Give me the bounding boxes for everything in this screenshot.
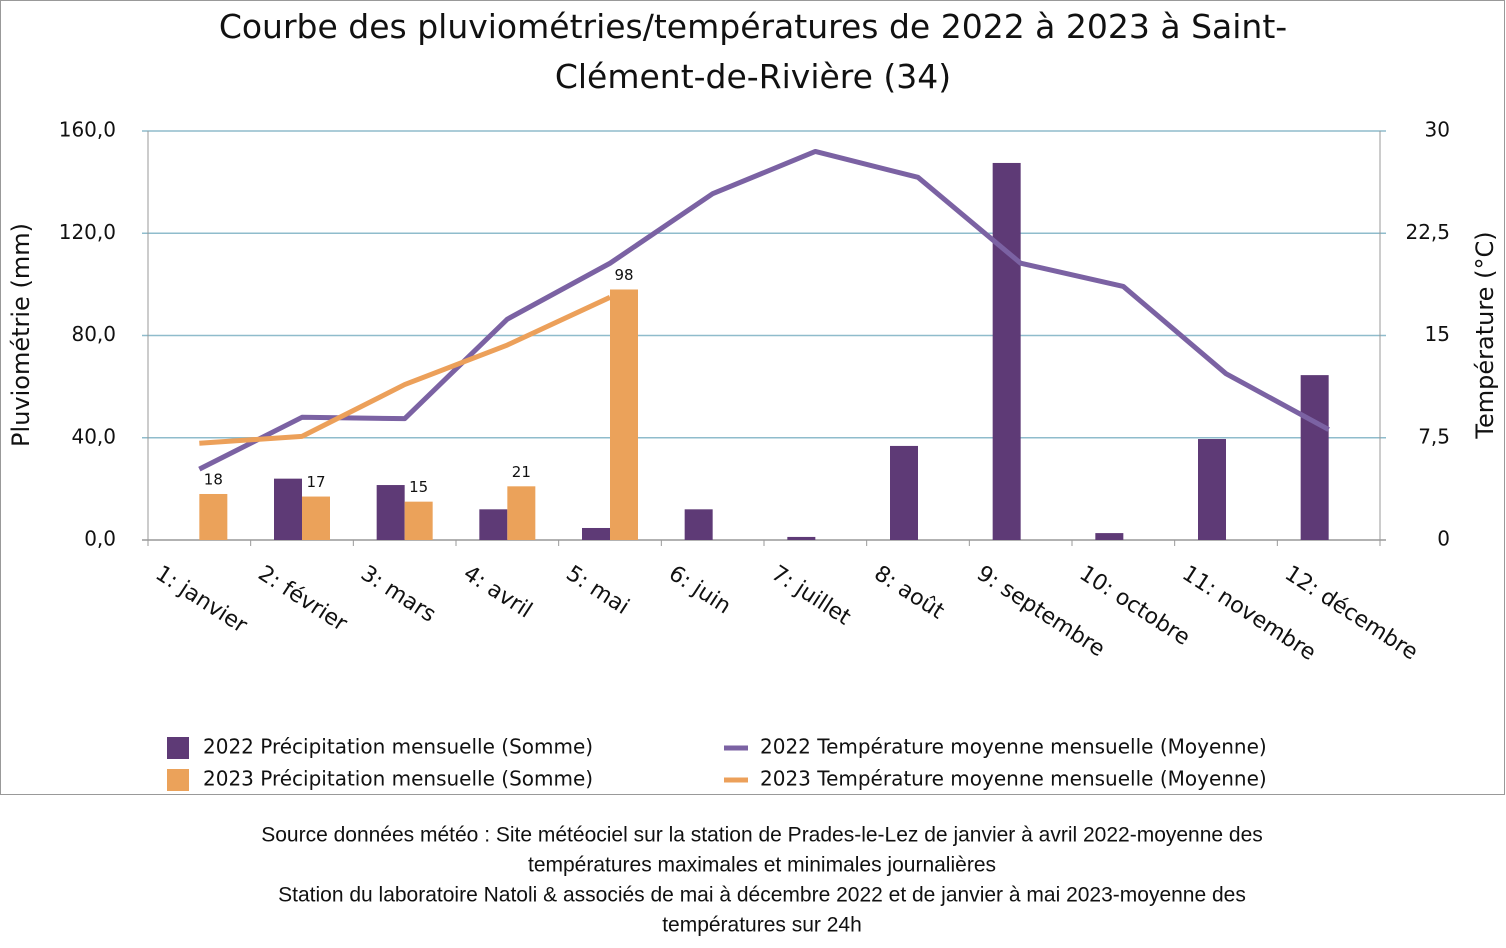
x-tick-label: 7: juillet — [767, 561, 856, 631]
y-tick-label: 160,0 — [59, 118, 116, 142]
x-tick-label: 8: août — [869, 561, 948, 625]
chart-title: Courbe des pluviométries/températures de… — [218, 7, 1288, 96]
bar — [1095, 533, 1124, 540]
y2-tick-label: 0 — [1437, 527, 1450, 551]
y2-tick-label: 22,5 — [1405, 220, 1450, 244]
y2-tick-label: 15 — [1425, 322, 1450, 346]
x-tick-label: 2: février — [253, 561, 352, 637]
x-tick-label: 4: avril — [459, 561, 537, 623]
data-label: 21 — [512, 463, 531, 481]
bar — [992, 162, 1021, 540]
line — [199, 295, 612, 446]
y-tick-label: 0,0 — [84, 527, 116, 551]
bar — [404, 501, 433, 540]
bar — [582, 527, 610, 540]
y2-tick-label: 7,5 — [1418, 424, 1450, 448]
bar — [610, 289, 638, 540]
bar — [684, 509, 713, 540]
bar — [787, 536, 816, 540]
bar — [302, 496, 330, 540]
source-note: Station du laboratoire Natoli & associés… — [278, 884, 1246, 907]
source-note: températures maximales et minimales jour… — [528, 854, 996, 877]
line — [198, 148, 1330, 472]
data-label: 15 — [409, 478, 428, 496]
legend-label: 2023 Précipitation mensuelle (Somme) — [203, 767, 593, 791]
y-tick-label: 120,0 — [59, 220, 116, 244]
chart-frame — [0, 0, 1505, 795]
y2-axis-label: Température (°C) — [1471, 231, 1499, 439]
source-note: températures sur 24h — [662, 914, 862, 937]
bar — [1300, 375, 1329, 540]
data-label: 18 — [204, 470, 223, 488]
x-tick-label: 5: mai — [561, 561, 633, 620]
y-tick-label: 40,0 — [71, 424, 116, 448]
source-note: Source données météo : Site météociel su… — [261, 824, 1263, 847]
bar — [507, 486, 536, 540]
legend-label: 2023 Température moyenne mensuelle (Moye… — [760, 767, 1267, 791]
x-tick-label: 6: juin — [664, 561, 735, 619]
legend-swatch — [167, 737, 189, 759]
bar — [274, 478, 302, 540]
bar — [890, 445, 918, 540]
y-tick-label: 80,0 — [71, 322, 116, 346]
legend-label: 2022 Précipitation mensuelle (Somme) — [203, 735, 593, 759]
legend-swatch — [167, 769, 189, 791]
data-label: 98 — [614, 266, 633, 284]
bar — [199, 493, 228, 540]
legend-label: 2022 Température moyenne mensuelle (Moye… — [760, 735, 1267, 759]
bar — [376, 485, 405, 540]
y-axis-label: Pluviométrie (mm) — [7, 223, 35, 447]
data-label: 17 — [306, 473, 325, 491]
bar — [1198, 439, 1226, 540]
x-tick-label: 1: janvier — [151, 561, 252, 639]
bar — [479, 509, 508, 540]
x-tick-label: 3: mars — [356, 561, 440, 628]
y2-tick-label: 30 — [1425, 118, 1450, 142]
